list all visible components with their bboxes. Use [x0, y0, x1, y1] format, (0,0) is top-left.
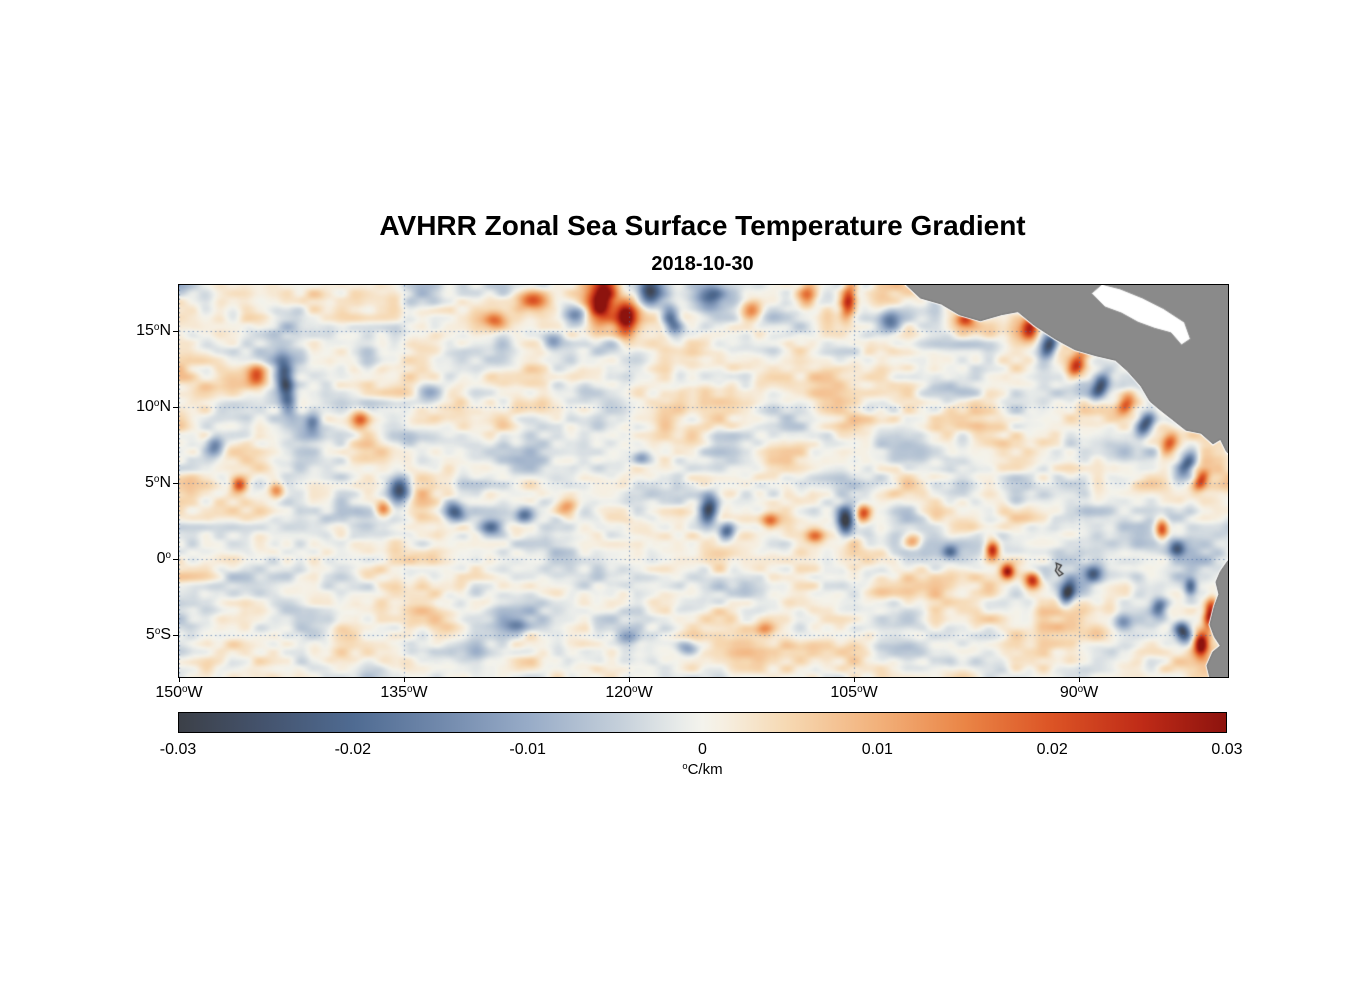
colorbar-tick-label: -0.03: [159, 741, 197, 758]
colorbar-tick-label: -0.02: [334, 741, 372, 758]
x-tick-label-90w: 90oW: [1060, 684, 1098, 702]
tick-hemisphere: W: [637, 684, 653, 701]
y-axis-tick: [173, 407, 178, 409]
tick-number: 0: [156, 550, 166, 568]
colorbar-unit-label: oC/km: [178, 761, 1227, 778]
y-tick-label-5s: 5oS: [146, 626, 171, 644]
degree-symbol: o: [632, 683, 638, 695]
tick-number: 105: [830, 684, 858, 701]
tick-number: 90: [1059, 684, 1078, 701]
degree-symbol: o: [153, 321, 160, 333]
colorbar: [178, 712, 1227, 733]
unit-text: C/km: [687, 761, 723, 778]
x-tick-label-120w: 120oW: [605, 684, 652, 702]
y-tick-label-10n: 10oN: [136, 398, 171, 416]
tick-hemisphere: W: [412, 684, 428, 701]
degree-symbol: o: [182, 683, 188, 695]
tick-hemisphere: N: [159, 474, 171, 492]
sst-gradient-heatmap: [179, 285, 1228, 677]
x-tick-label-135w: 135oW: [380, 684, 427, 702]
tick-number: 10: [136, 398, 154, 416]
x-axis-tick: [854, 677, 856, 682]
map-plot: 150oW 135oW 120oW 105oW 90oW 15oN 10oN 5…: [136, 284, 1229, 701]
degree-symbol: o: [153, 473, 160, 485]
y-tick-label-0: 0o: [157, 550, 171, 568]
tick-number: 120: [605, 684, 633, 701]
tick-hemisphere: N: [159, 398, 171, 416]
degree-symbol: o: [407, 683, 413, 695]
x-axis-tick: [404, 677, 406, 682]
x-axis-tick: [179, 677, 180, 682]
tick-hemisphere: S: [160, 626, 171, 644]
tick-hemisphere: N: [159, 322, 171, 340]
colorbar-tick-label: 0: [698, 741, 707, 758]
y-axis-tick: [173, 559, 178, 561]
tick-number: 5: [145, 474, 154, 492]
tick-hemisphere: W: [862, 684, 878, 701]
y-tick-label-15n: 15oN: [136, 322, 171, 340]
chart-title: AVHRR Zonal Sea Surface Temperature Grad…: [379, 210, 1026, 241]
colorbar-tick-label: 0.01: [861, 741, 893, 758]
tick-number: 135: [380, 684, 408, 701]
degree-symbol: o: [153, 397, 160, 409]
tick-hemisphere: W: [187, 684, 203, 701]
x-axis-tick: [629, 677, 631, 682]
tick-number: 150: [155, 684, 183, 701]
x-tick-label-105w: 105oW: [830, 684, 877, 702]
x-axis-tick: [1079, 677, 1081, 682]
chart-subtitle-date: 2018-10-30: [651, 253, 754, 275]
y-tick-label-5n: 5oN: [145, 474, 171, 492]
colorbar-tick-label: 0.03: [1211, 741, 1243, 758]
degree-symbol: o: [857, 683, 863, 695]
x-tick-label-150w: 150oW: [155, 684, 202, 702]
tick-number: 15: [136, 322, 154, 340]
y-axis-tick: [173, 635, 178, 637]
y-axis-tick: [173, 483, 178, 485]
tick-number: 5: [145, 626, 155, 644]
colorbar-tick-label: -0.01: [509, 741, 546, 758]
colorbar-tick-label: 0.02: [1036, 741, 1068, 758]
colorbar-area: -0.03 -0.02 -0.01 0 0.01 0.02 0.03 oC/km: [160, 712, 1243, 778]
degree-symbol: o: [154, 625, 161, 637]
degree-symbol: o: [165, 549, 171, 561]
y-axis-tick: [173, 331, 178, 333]
degree-symbol: o: [682, 760, 688, 771]
colorbar-tick-labels: -0.03 -0.02 -0.01 0 0.01 0.02 0.03: [160, 741, 1243, 760]
tick-hemisphere: W: [1083, 684, 1099, 701]
degree-symbol: o: [1077, 683, 1084, 695]
